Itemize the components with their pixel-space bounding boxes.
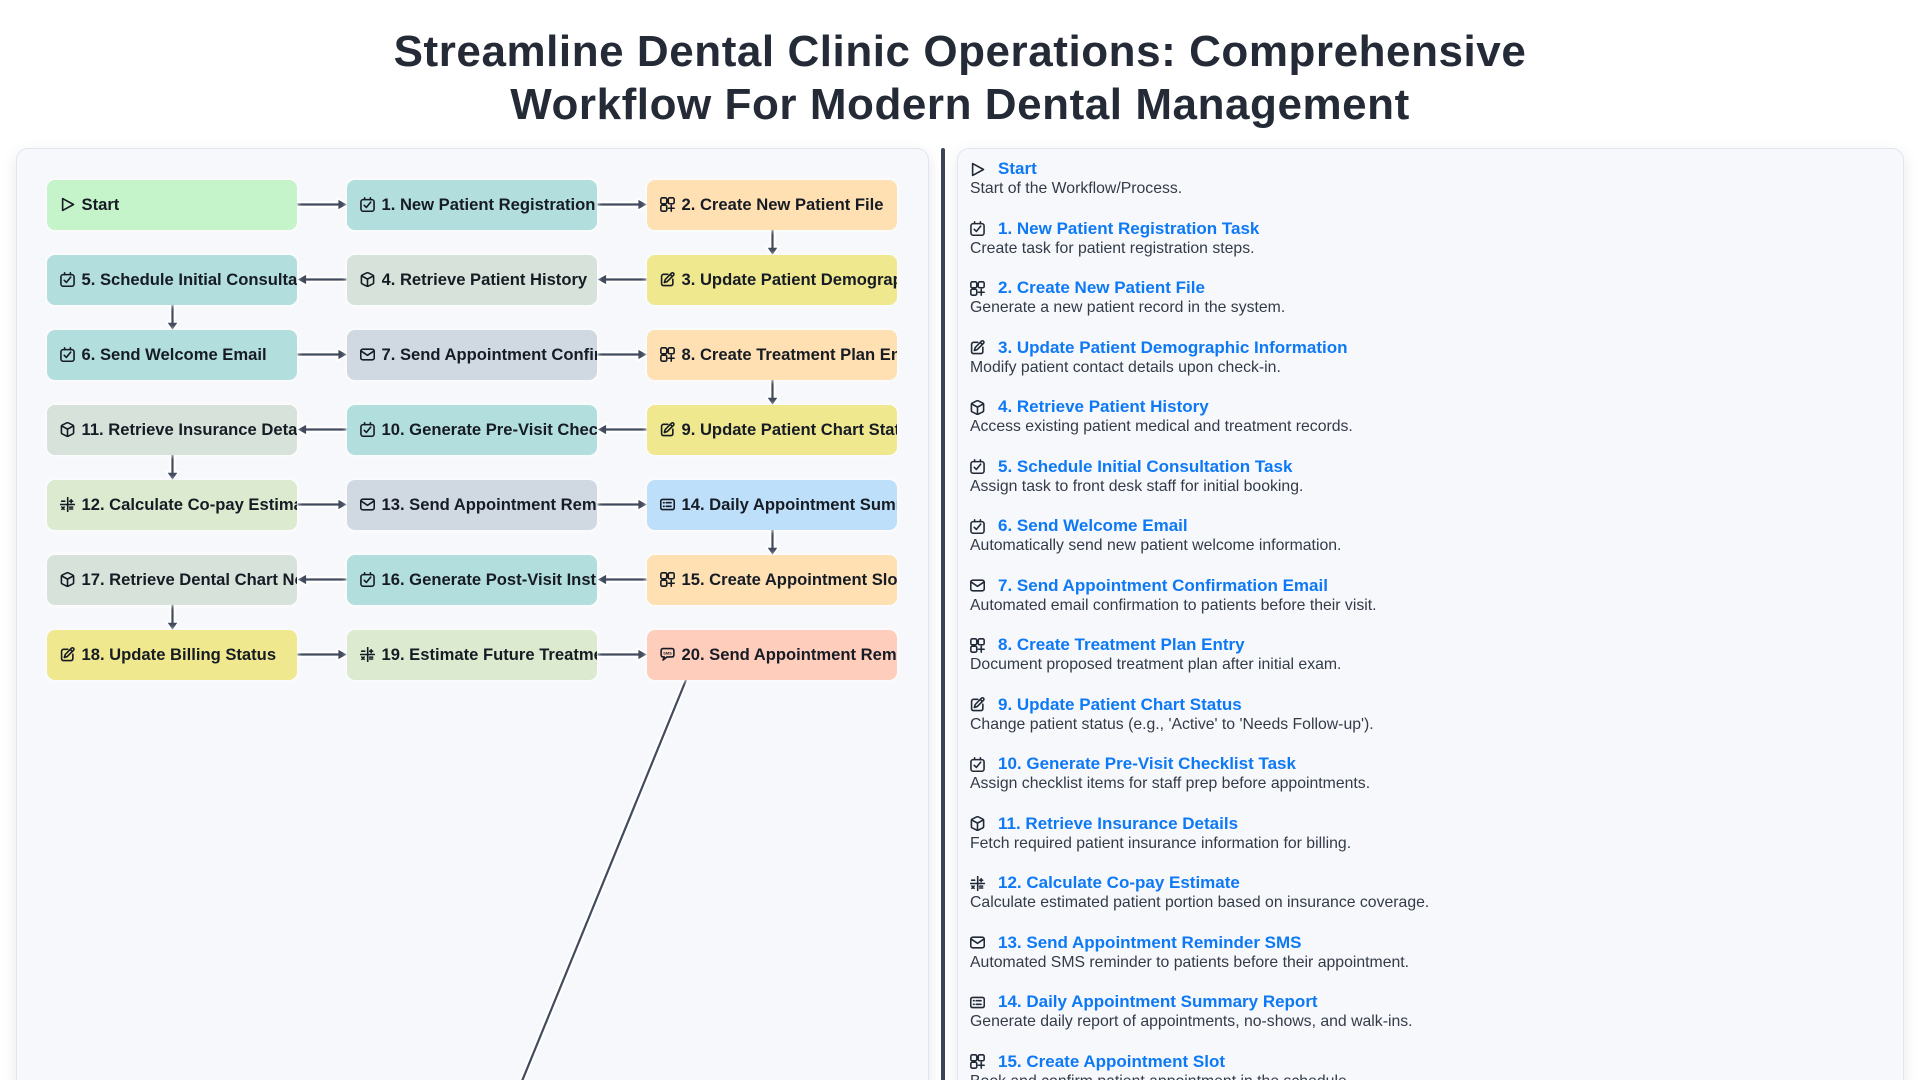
svg-text:SMS: SMS [663,650,672,655]
